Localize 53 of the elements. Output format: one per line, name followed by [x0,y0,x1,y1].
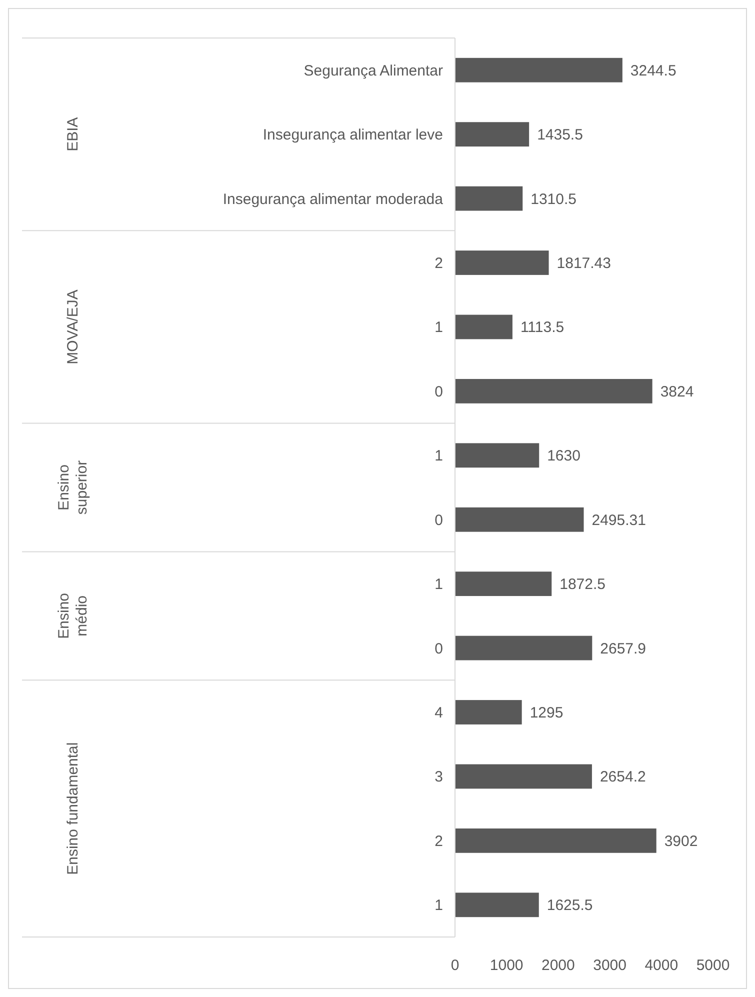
bar [455,122,530,147]
bar [455,700,522,724]
bar [455,892,539,918]
y-tick-label: 2 [434,255,443,272]
data-label: 1872.5 [560,576,606,594]
y-tick-label: 1 [434,576,443,594]
x-tick-label: 4000 [644,957,678,974]
data-label: 3902 [664,832,698,850]
bar [455,250,549,275]
y-tick-label: 1 [434,448,443,465]
text: EBIA [64,117,82,152]
data-label: 1817.43 [556,255,612,272]
y-tick-label: 2 [434,832,443,850]
text: Ensino superior [55,460,90,515]
bar [455,186,523,211]
y-tick-label: Insegurança alimentar leve [262,126,443,144]
data-label: 2495.31 [592,512,646,529]
text: Ensino médio [55,592,90,639]
y-tick-label: 0 [434,512,443,529]
bar [455,378,652,404]
data-label: 1625.5 [546,897,593,914]
data-label: 1295 [530,704,564,722]
y-tick-label: 3 [434,768,443,786]
bar [455,314,512,340]
data-label: 1630 [547,448,580,465]
x-tick-label: 2000 [542,957,575,974]
y-tick-label: 0 [434,640,443,658]
data-label: 1113.5 [520,319,564,336]
x-tick-label: 0 [450,957,460,974]
text: MOVA/EJA [64,290,82,364]
x-tick-label: 1000 [490,957,524,974]
data-label: 2654.2 [600,768,646,786]
data-label: 2657.9 [600,640,646,658]
bar [455,828,656,853]
bar [455,58,622,82]
x-tick-label: 5000 [696,957,730,974]
data-label: 3244.5 [630,62,676,80]
y-tick-label: 4 [434,704,443,722]
y-tick-label: Insegurança alimentar moderada [222,190,444,208]
data-label: 1435.5 [537,126,583,144]
y-tick-label: 1 [434,319,443,336]
bar [455,636,592,660]
bar [455,443,540,468]
data-label: 1310.5 [530,190,577,208]
text: Ensino fundamental [64,742,82,875]
x-tick-label: 3000 [593,957,626,974]
bar [455,507,584,532]
y-tick-label: Segurança Alimentar [304,62,444,80]
y-tick-label: 1 [434,897,443,914]
bar [455,764,592,789]
data-label: 3824 [660,383,694,400]
bar [455,572,552,596]
y-tick-label: 0 [434,383,443,400]
